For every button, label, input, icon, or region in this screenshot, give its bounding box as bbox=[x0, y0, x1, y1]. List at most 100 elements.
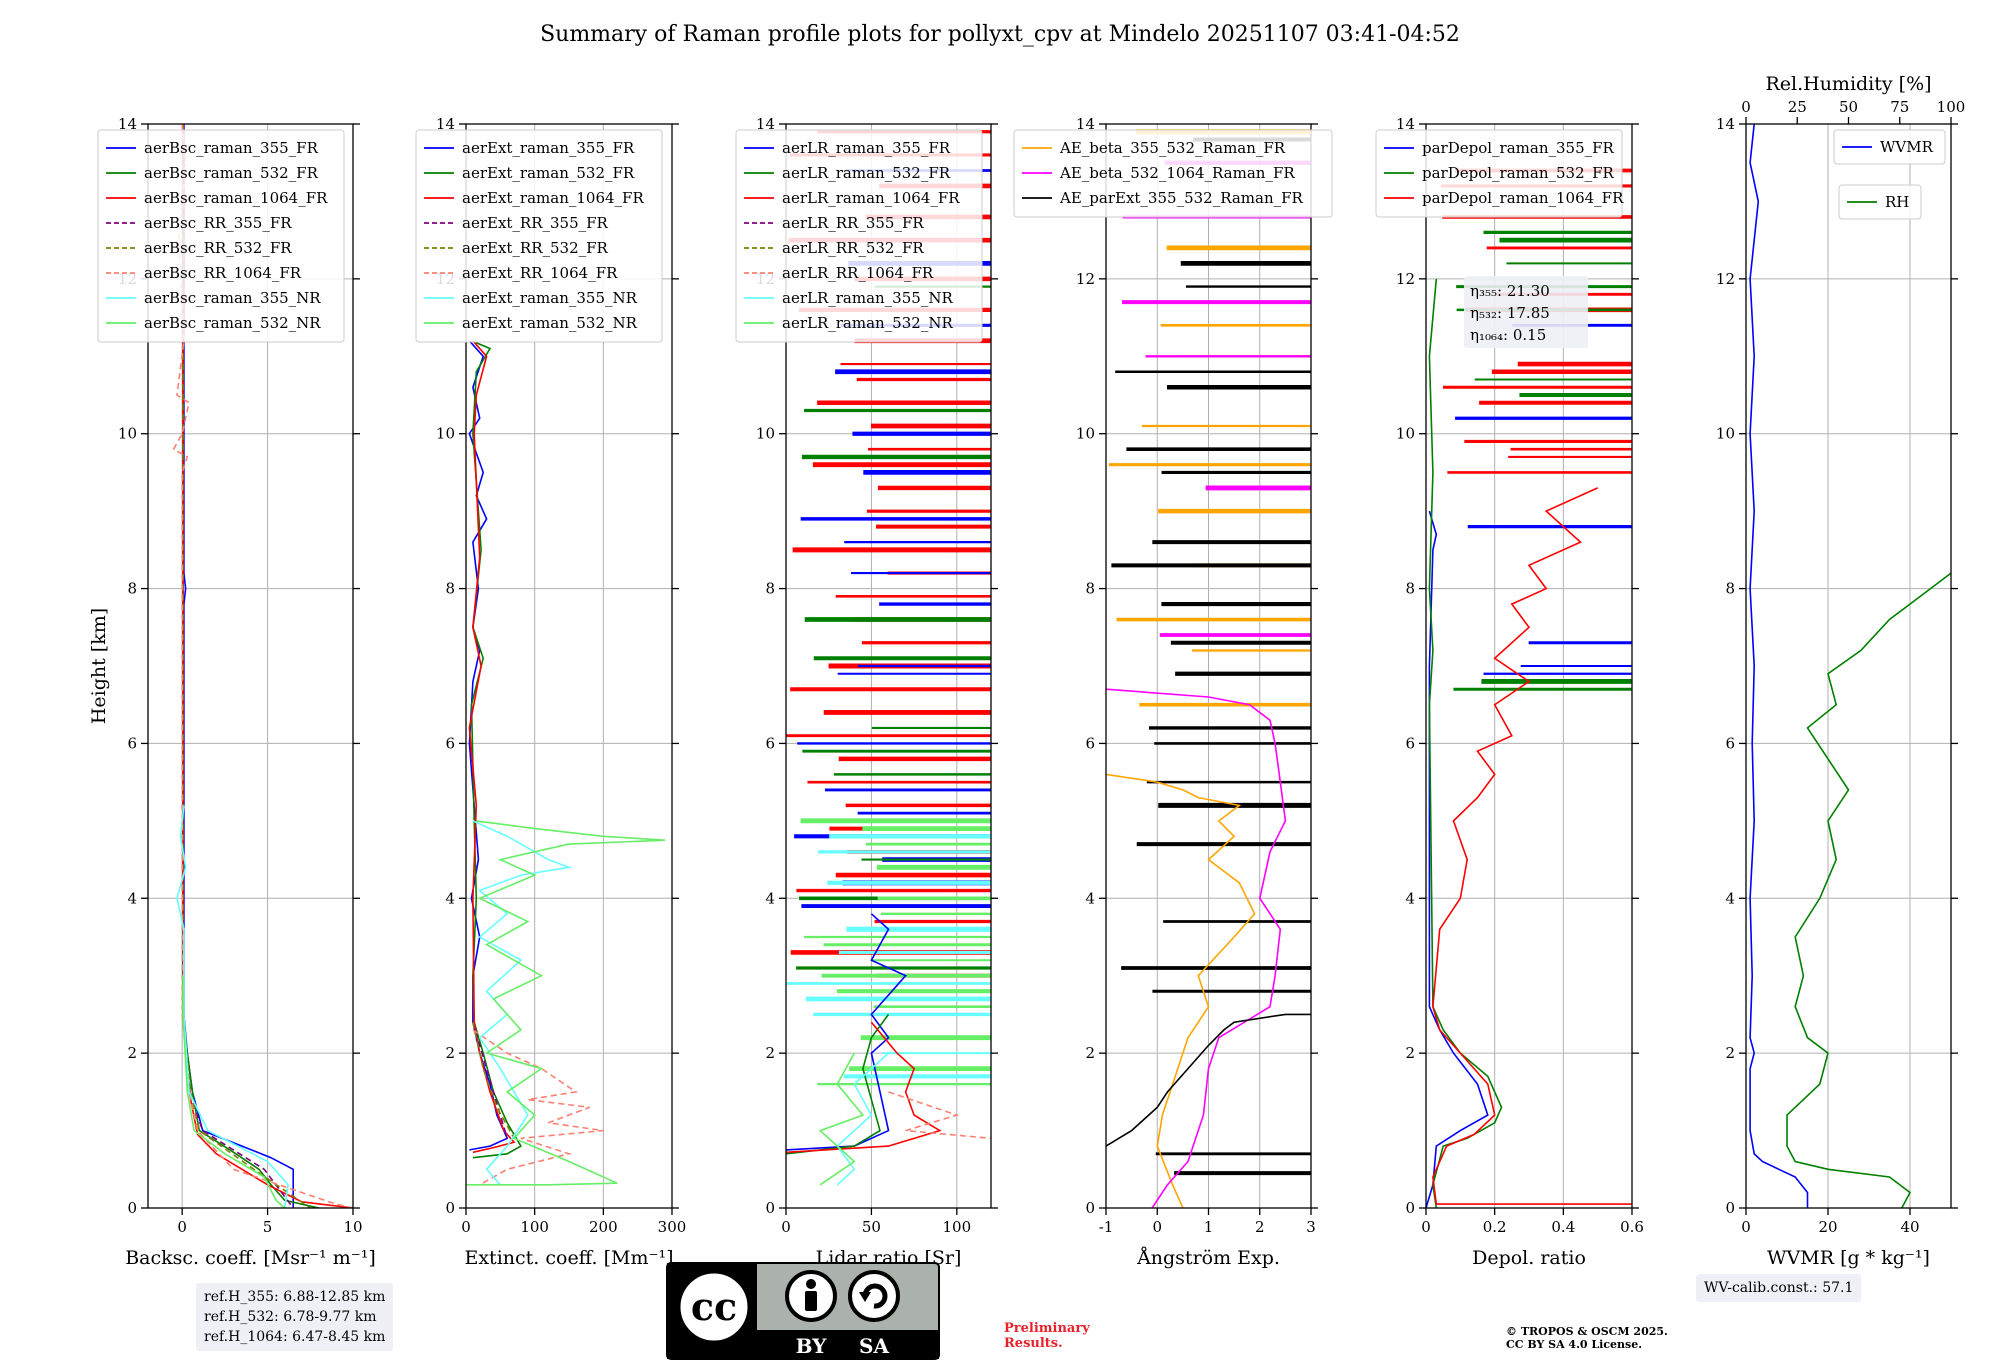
y-tick-label: 8 bbox=[1725, 580, 1735, 598]
x-tick-label: 200 bbox=[589, 1218, 618, 1236]
panel-ext: 010020030002468101214Extinct. coeff. [Mm… bbox=[415, 115, 687, 1269]
line-AE_beta_355_532_Raman_FR bbox=[1106, 773, 1256, 1208]
line-aerLR_raman_1064_FR bbox=[786, 1021, 942, 1154]
y-tick-label: 2 bbox=[445, 1044, 455, 1062]
legend-label-aerExt_RR_532_FR: aerExt_RR_532_FR bbox=[462, 239, 609, 257]
series-group bbox=[1106, 129, 1311, 1208]
x-tick-label: 100 bbox=[520, 1218, 549, 1236]
reference-height-box: ref.H_355: 6.88-12.85 km ref.H_532: 6.78… bbox=[196, 1283, 394, 1351]
x-tick-label: 0 bbox=[177, 1218, 187, 1236]
wv-calib-box: WV-calib.const.: 57.1 bbox=[1696, 1274, 1862, 1302]
legend-label-aerBsc_RR_355_FR: aerBsc_RR_355_FR bbox=[144, 214, 292, 232]
panel-lr: 05010002468101214Lidar ratio [Sr]aerLR_r… bbox=[735, 115, 998, 1269]
eta-label: η₃₅₅: 21.30 bbox=[1470, 282, 1550, 300]
legend-label-aerBsc_raman_355_NR: aerBsc_raman_355_NR bbox=[144, 289, 321, 307]
x-tick-label: 3 bbox=[1306, 1218, 1316, 1236]
eta-label: η₁₀₆₄: 0.15 bbox=[1470, 326, 1546, 344]
legend-label-aerBsc_raman_532_FR: aerBsc_raman_532_FR bbox=[144, 164, 319, 182]
y-tick-label: 2 bbox=[1725, 1044, 1735, 1062]
legend-label-aerExt_raman_532_FR: aerExt_raman_532_FR bbox=[462, 164, 635, 182]
y-tick-label: 10 bbox=[1076, 425, 1095, 443]
y-tick-label: 10 bbox=[118, 425, 137, 443]
x-tick-label: 5 bbox=[263, 1218, 273, 1236]
legend-label-aerExt_raman_355_FR: aerExt_raman_355_FR bbox=[462, 139, 635, 157]
cc-circle-icon bbox=[675, 1268, 753, 1346]
x-tick-label: 0 bbox=[781, 1218, 791, 1236]
series-group bbox=[466, 340, 666, 1186]
x-tick-label: 1 bbox=[1204, 1218, 1214, 1236]
y-tick-label: 6 bbox=[765, 734, 775, 752]
legend-bsc: aerBsc_raman_355_FR aerBsc_raman_532_FRae… bbox=[97, 129, 345, 343]
line-aerExt_raman_355_NR bbox=[472, 820, 573, 1186]
plot-frame bbox=[785, 123, 992, 1209]
y-tick-label: 14 bbox=[1716, 115, 1735, 133]
x-tick-label: 300 bbox=[658, 1218, 687, 1236]
ref-height-1064: ref.H_1064: 6.47-8.45 km bbox=[204, 1329, 386, 1345]
cc-text: cc bbox=[691, 1284, 737, 1329]
line-aerExt_raman_532_FR bbox=[470, 340, 523, 1159]
y-tick-label: 10 bbox=[436, 425, 455, 443]
legend-label-wvmr: WVMR bbox=[1880, 138, 1934, 156]
panel-bsc: 051002468101214Backsc. coeff. [Msr⁻¹ m⁻¹… bbox=[88, 115, 376, 1269]
x-tick-label: 2 bbox=[1255, 1218, 1265, 1236]
line-aerLR_raman_532_FR bbox=[786, 1013, 890, 1155]
y-tick-label: 4 bbox=[1085, 889, 1095, 907]
y-tick-label: 10 bbox=[756, 425, 775, 443]
eta-label: η₅₃₂: 17.85 bbox=[1470, 304, 1550, 322]
legend-label-AE_beta_355_532_Raman_FR: AE_beta_355_532_Raman_FR bbox=[1059, 139, 1286, 157]
line-AE_parExt_355_532_Raman_FR bbox=[1106, 1013, 1311, 1147]
legend-label-aerExt_RR_1064_FR: aerExt_RR_1064_FR bbox=[462, 264, 618, 282]
y-tick-label: 0 bbox=[1405, 1199, 1415, 1217]
line-aerExt_RR_355_FR bbox=[472, 1021, 508, 1139]
y-tick-label: 14 bbox=[118, 115, 137, 133]
legend-box bbox=[1013, 129, 1333, 218]
line-parDepol_raman_355_FR bbox=[1426, 510, 1489, 1208]
y-tick-label: 0 bbox=[765, 1199, 775, 1217]
legend-label-aerBsc_raman_1064_FR: aerBsc_raman_1064_FR bbox=[144, 189, 328, 207]
legend-label-aerBsc_raman_355_FR: aerBsc_raman_355_FR bbox=[144, 139, 319, 157]
x2-tick-label: 50 bbox=[1839, 98, 1858, 116]
line-aerExt_raman_532_NR bbox=[466, 820, 666, 1186]
x-tick-label: 0 bbox=[1421, 1218, 1431, 1236]
ref-height-532: ref.H_532: 6.78-9.77 km bbox=[204, 1309, 377, 1325]
ref-height-355: ref.H_355: 6.88-12.85 km bbox=[204, 1289, 386, 1305]
x-tick-label: -1 bbox=[1099, 1218, 1114, 1236]
legend-label-aerLR_raman_532_FR: aerLR_raman_532_FR bbox=[782, 164, 951, 182]
legend-box bbox=[415, 129, 663, 343]
y-tick-label: 6 bbox=[1725, 734, 1735, 752]
y-tick-label: 6 bbox=[127, 734, 137, 752]
series-group bbox=[1426, 168, 1632, 1208]
plot-frame bbox=[465, 123, 673, 1209]
y-tick-label: 8 bbox=[1085, 580, 1095, 598]
x-tick-label: 10 bbox=[343, 1218, 362, 1236]
line-aerLR_raman_355_FR bbox=[786, 913, 907, 1151]
copyright-line-1: © TROPOS & OSCM 2025. bbox=[1506, 1325, 1668, 1338]
preliminary-line-2: Results. bbox=[1004, 1336, 1063, 1351]
legend-label-aerExt_raman_532_NR: aerExt_raman_532_NR bbox=[462, 314, 638, 332]
y-tick-label: 6 bbox=[1085, 734, 1095, 752]
plot-frame bbox=[1425, 123, 1633, 1209]
line-AE_beta_532_1064_Raman_FR bbox=[1106, 688, 1287, 1208]
x-tick-label: 0.2 bbox=[1483, 1218, 1507, 1236]
x-axis-label: Backsc. coeff. [Msr⁻¹ m⁻¹] bbox=[125, 1247, 376, 1269]
x2-tick-label: 0 bbox=[1741, 98, 1751, 116]
y-tick-label: 8 bbox=[1405, 580, 1415, 598]
y-tick-label: 2 bbox=[127, 1044, 137, 1062]
line-aerBsc_raman_532_NR bbox=[182, 975, 286, 1208]
x-tick-label: 100 bbox=[943, 1218, 972, 1236]
x-axis-label: Ångström Exp. bbox=[1136, 1247, 1280, 1269]
x-tick-label: 0.4 bbox=[1551, 1218, 1575, 1236]
legend-label-aerLR_RR_1064_FR: aerLR_RR_1064_FR bbox=[782, 264, 934, 282]
x2-tick-label: 25 bbox=[1788, 98, 1807, 116]
y-tick-label: 10 bbox=[1716, 425, 1735, 443]
y-tick-label: 0 bbox=[127, 1199, 137, 1217]
y-tick-label: 4 bbox=[127, 889, 137, 907]
legend-label-aerBsc_RR_532_FR: aerBsc_RR_532_FR bbox=[144, 239, 292, 257]
y-tick-label: 6 bbox=[1405, 734, 1415, 752]
panel-wv: 0 20 40 0 2 4 6 8 10 12 14 WVMR [g * kg⁻¹] 0 25 50 75 10… bbox=[1716, 73, 1965, 1269]
y-tick-label: 14 bbox=[756, 115, 775, 133]
x-tick-label: 50 bbox=[862, 1218, 881, 1236]
y-tick-label: 4 bbox=[445, 889, 455, 907]
y-tick-label: 6 bbox=[445, 734, 455, 752]
